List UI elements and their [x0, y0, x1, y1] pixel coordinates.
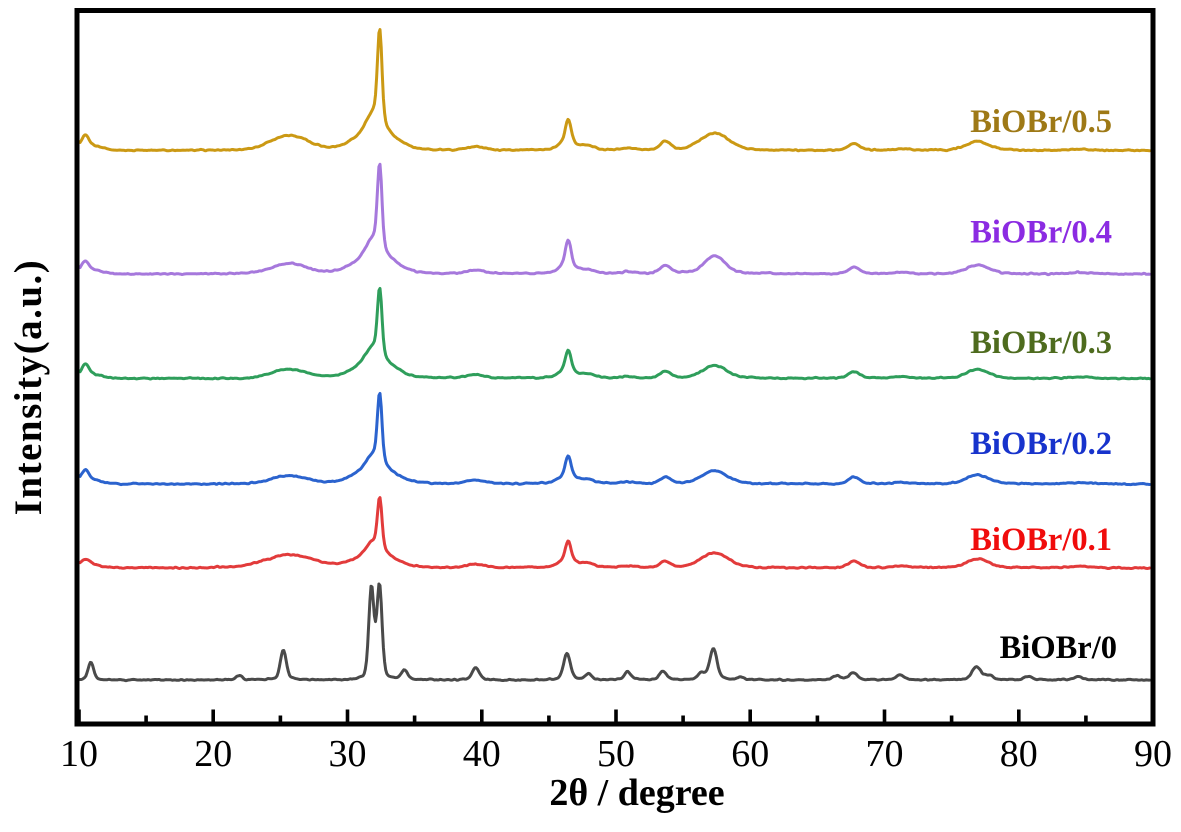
svg-text:Intensity(a.u.): Intensity(a.u.)	[7, 259, 50, 516]
svg-text:90: 90	[1134, 733, 1172, 775]
svg-text:40: 40	[463, 733, 501, 775]
svg-text:BiOBr/0.4: BiOBr/0.4	[970, 215, 1112, 251]
svg-text:BiOBr/0.1: BiOBr/0.1	[970, 522, 1112, 558]
svg-text:BiOBr/0.3: BiOBr/0.3	[970, 325, 1112, 361]
svg-text:60: 60	[731, 733, 769, 775]
svg-text:BiOBr/0.2: BiOBr/0.2	[970, 426, 1112, 462]
svg-text:10: 10	[60, 733, 98, 775]
svg-text:80: 80	[1000, 733, 1038, 775]
svg-text:30: 30	[329, 733, 367, 775]
svg-text:70: 70	[866, 733, 904, 775]
svg-text:50: 50	[597, 733, 635, 775]
svg-text:BiOBr/0.5: BiOBr/0.5	[970, 104, 1112, 140]
svg-text:2θ / degree: 2θ / degree	[549, 772, 724, 814]
svg-text:BiOBr/0: BiOBr/0	[1000, 630, 1117, 666]
svg-text:20: 20	[194, 733, 232, 775]
